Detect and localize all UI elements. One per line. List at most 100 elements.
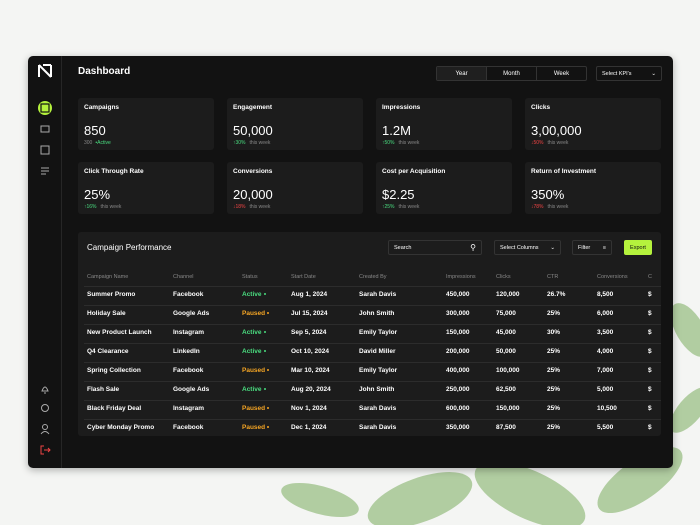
table-cell: 25% — [547, 367, 561, 374]
table-cell: 25% — [547, 405, 561, 412]
table-cell: $ — [648, 310, 652, 317]
table-cell: $ — [648, 424, 652, 431]
search-placeholder: Search — [394, 244, 412, 251]
filter-label: Filter — [578, 244, 591, 251]
kpi-card: Return of Investment 350% 78%this week — [525, 162, 661, 214]
status-cell: Paused — [242, 424, 270, 431]
table-cell: Holiday Sale — [87, 310, 126, 317]
table-cell: David Miller — [359, 348, 396, 355]
kpi-note: this week — [249, 204, 271, 210]
table-cell: 150,000 — [446, 329, 470, 336]
kpi-change: 18% — [233, 204, 246, 210]
status-dot — [267, 369, 270, 372]
kpi-change: 16% — [84, 204, 97, 210]
table-cell: Instagram — [173, 405, 205, 412]
period-button[interactable]: Month — [487, 67, 537, 80]
kpi-label: Conversions — [233, 168, 273, 175]
table-cell: Emily Taylor — [359, 367, 398, 374]
table-cell: Sarah Davis — [359, 424, 397, 431]
status-cell: Paused — [242, 405, 270, 412]
table-cell: Facebook — [173, 367, 204, 374]
row-separator — [84, 343, 661, 344]
table-cell: Aug 1, 2024 — [291, 291, 328, 298]
kpi-note: this week — [398, 204, 420, 210]
table-cell: 30% — [547, 329, 561, 336]
table-cell: Q4 Clearance — [87, 348, 129, 355]
row-separator — [84, 362, 661, 363]
table-cell: $ — [648, 367, 652, 374]
column-header: Conversions — [597, 274, 628, 280]
period-button[interactable]: Week — [553, 70, 570, 77]
status-dot — [263, 293, 266, 296]
row-separator — [84, 419, 661, 420]
status-dot — [267, 426, 270, 429]
kpi-card: Clicks 3,00,000 50%this week — [525, 98, 661, 150]
table-cell: 5,500 — [597, 424, 614, 431]
table-cell: 62,500 — [496, 386, 516, 393]
table-cell: Black Friday Deal — [87, 405, 142, 412]
kpi-label: Engagement — [233, 104, 273, 111]
table-cell: LinkedIn — [173, 348, 200, 355]
kpi-sub: 50%this week — [382, 140, 419, 146]
table-cell: 50,000 — [496, 348, 516, 355]
table-cell: 250,000 — [446, 386, 470, 393]
row-separator — [84, 305, 661, 306]
status-dot — [267, 312, 270, 315]
table-cell: 350,000 — [446, 424, 470, 431]
table-cell: 400,000 — [446, 367, 470, 374]
kpi-select-label: Select KPI's — [602, 70, 632, 77]
table-cell: $ — [648, 405, 652, 412]
kpi-label: Return of Investment — [531, 168, 597, 175]
table-cell: John Smith — [359, 386, 395, 393]
column-header: Start Date — [291, 274, 316, 280]
table-cell: 600,000 — [446, 405, 470, 412]
kpi-label: Clicks — [531, 104, 551, 111]
kpi-label: Click Through Rate — [84, 168, 144, 175]
table-panel: Campaign Performance Search ⚲ Select Colu… — [78, 232, 661, 436]
status-dot — [263, 388, 266, 391]
table-cell: 25% — [547, 424, 561, 431]
kpi-label: Cost per Acquisition — [382, 168, 446, 175]
table-cell: 87,500 — [496, 424, 516, 431]
kpi-note: this week — [249, 140, 271, 146]
table-cell: 26.7% — [547, 291, 566, 298]
kpi-sub: 78%this week — [531, 204, 568, 210]
kpi-card: Click Through Rate 25% 16%this week — [78, 162, 214, 214]
column-header: Created By — [359, 274, 387, 280]
table-cell: 7,000 — [597, 367, 614, 374]
export-button[interactable]: Export — [624, 240, 652, 255]
kpi-change: 30% — [233, 140, 246, 146]
kpi-sub-label: Active — [95, 140, 110, 146]
table-cell: Facebook — [173, 424, 204, 431]
table-cell: 300,000 — [446, 310, 470, 317]
table-cell: $ — [648, 348, 652, 355]
sidebar-icons — [38, 64, 52, 455]
kpi-sub: 25%this week — [382, 204, 419, 210]
table-cell: 25% — [547, 348, 561, 355]
table-cell: Dec 1, 2024 — [291, 424, 327, 431]
column-header: Status — [242, 274, 258, 280]
table-cell: 8,500 — [597, 291, 614, 298]
table-cell: 6,000 — [597, 310, 614, 317]
status-cell: Active — [242, 348, 266, 355]
status-cell: Active — [242, 291, 266, 298]
table-cell: 120,000 — [496, 291, 520, 298]
table-cell: Jul 15, 2024 — [291, 310, 328, 317]
row-separator — [84, 286, 661, 287]
select-columns[interactable]: Select Columns ⌄ — [494, 240, 561, 255]
table-cell: 100,000 — [496, 367, 520, 374]
table-cell: Sarah Davis — [359, 405, 397, 412]
kpi-note: this week — [100, 204, 122, 210]
filter-button[interactable]: Filter ≡ — [572, 240, 612, 255]
search-box[interactable]: Search ⚲ — [388, 240, 482, 255]
kpi-note: this week — [398, 140, 420, 146]
period-button[interactable]: Year — [437, 67, 487, 80]
kpi-sub: 18%this week — [233, 204, 270, 210]
table-cell: 25% — [547, 386, 561, 393]
select-columns-label: Select Columns — [500, 244, 539, 251]
kpi-card: Campaigns 850 300Active — [78, 98, 214, 150]
kpi-value: $2.25 — [382, 187, 415, 202]
table-cell: 75,000 — [496, 310, 516, 317]
kpi-select[interactable]: Select KPI's ⌄ — [596, 66, 662, 81]
kpi-card: Conversions 20,000 18%this week — [227, 162, 363, 214]
